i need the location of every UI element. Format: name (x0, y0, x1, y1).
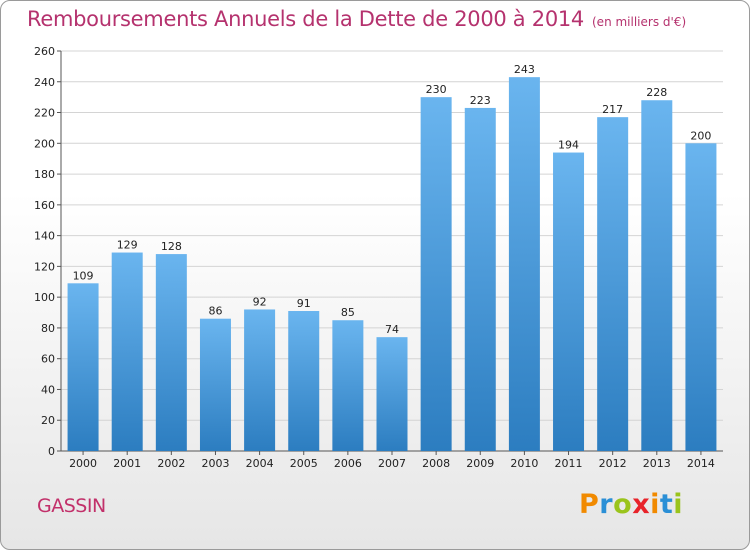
chart-title: Remboursements Annuels de la Dette de 20… (27, 7, 686, 31)
logo-letter: o (613, 489, 633, 520)
value-label-2002: 128 (161, 240, 182, 253)
x-tick-label-2002: 2002 (157, 457, 185, 470)
logo-letter: r (599, 489, 614, 520)
bar-2013 (641, 100, 673, 451)
value-label-2009: 223 (470, 94, 491, 107)
bar-2011 (553, 152, 585, 452)
x-tick-label-2005: 2005 (290, 457, 318, 470)
value-label-2000: 109 (73, 269, 94, 282)
y-tick-label: 260 (34, 45, 55, 58)
value-label-2004: 92 (253, 295, 267, 308)
y-tick-label: 40 (41, 383, 55, 396)
bar-2009 (464, 107, 496, 451)
x-tick-label-2003: 2003 (201, 457, 229, 470)
value-label-2008: 230 (426, 83, 447, 96)
chart-title-text: Remboursements Annuels de la Dette de 20… (27, 7, 584, 31)
value-label-2013: 228 (646, 86, 667, 99)
value-label-2007: 74 (385, 323, 399, 336)
bar-2008 (420, 97, 452, 452)
y-tick-label: 140 (34, 230, 55, 243)
value-label-2010: 243 (514, 63, 535, 76)
x-tick-label-2012: 2012 (599, 457, 627, 470)
y-tick-label: 0 (48, 445, 55, 458)
y-tick-label: 60 (41, 353, 55, 366)
bar-2002 (155, 254, 187, 451)
logo-letter: P (579, 489, 600, 520)
logo-letter: x (632, 489, 651, 520)
bar-2014 (685, 143, 717, 452)
bar-2012 (597, 117, 629, 452)
bar-2003 (199, 318, 231, 451)
value-label-2001: 129 (117, 239, 138, 252)
proxiti-logo[interactable]: Proxiti (579, 489, 683, 520)
bar-2007 (376, 337, 408, 451)
y-tick-label: 240 (34, 76, 55, 89)
commune-name: GASSIN (37, 495, 106, 517)
x-tick-label-2007: 2007 (378, 457, 406, 470)
y-tick-labels: 0 20 40 60 80 100 120 140 160 180 200 220 240 260 (34, 45, 55, 458)
value-label-2005: 91 (297, 297, 311, 310)
x-tick-label-2004: 2004 (246, 457, 274, 470)
x-tick-label-2008: 2008 (422, 457, 450, 470)
bar-2010 (508, 77, 540, 452)
logo-letter: t (659, 489, 674, 520)
y-tick-label: 100 (34, 291, 55, 304)
bar-2001 (111, 252, 143, 451)
value-label-2012: 217 (602, 103, 623, 116)
y-tick-label: 220 (34, 107, 55, 120)
bar-2006 (332, 320, 364, 451)
x-tick-label-2000: 2000 (69, 457, 97, 470)
chart-unit: (en milliers d'€) (592, 15, 687, 29)
value-label-2003: 86 (208, 305, 222, 318)
x-tick-label-2011: 2011 (555, 457, 583, 470)
y-tick-label: 80 (41, 322, 55, 335)
y-tick-label: 200 (34, 137, 55, 150)
x-tick-labels: 2000 2001 2002 2003 2004 2005 2006 2007 2008 2009… (69, 457, 715, 470)
logo-letter: i (650, 489, 660, 520)
logo-letter: i (673, 489, 684, 520)
value-label-2014: 200 (690, 129, 711, 142)
x-tick-label-2014: 2014 (687, 457, 715, 470)
bars (67, 77, 717, 452)
x-tick-label-2006: 2006 (334, 457, 362, 470)
value-label-2011: 194 (558, 139, 579, 152)
y-tick-label: 120 (34, 260, 55, 273)
y-tick-label: 20 (41, 414, 55, 427)
bar-2004 (244, 309, 276, 451)
x-tick-label-2001: 2001 (113, 457, 141, 470)
bar-2005 (288, 311, 320, 451)
value-label-2006: 85 (341, 306, 355, 319)
value-labels: 109 129 128 86 92 91 85 74 230 223 243 194 217 228 200 (73, 63, 712, 336)
x-tick-label-2010: 2010 (510, 457, 538, 470)
x-tick-label-2009: 2009 (466, 457, 494, 470)
y-tick-label: 180 (34, 168, 55, 181)
bar-2000 (67, 283, 99, 451)
y-tick-label: 160 (34, 199, 55, 212)
x-tick-label-2013: 2013 (643, 457, 671, 470)
